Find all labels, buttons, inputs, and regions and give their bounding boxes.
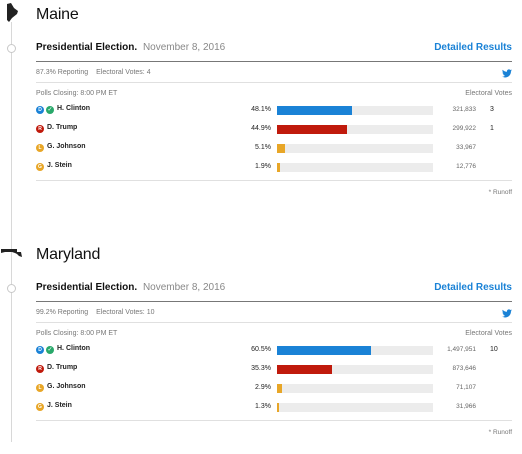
- divider: [36, 322, 512, 323]
- candidate-row: D ✓ H. Clinton 48.1% 321,833 3: [36, 104, 512, 118]
- party-badge-icon: D: [36, 106, 44, 114]
- election-header: Presidential Election. November 8, 2016: [36, 282, 225, 293]
- candidate-name: H. Clinton: [57, 345, 91, 352]
- timeline-dot: [7, 284, 16, 293]
- candidate-row: G J. Stein 1.9% 12,776: [36, 161, 512, 175]
- election-date: November 8, 2016: [142, 282, 226, 293]
- vote-percent: 1.3%: [255, 403, 271, 410]
- candidate-name: D. Trump: [47, 124, 78, 131]
- vote-bar-fill: [277, 384, 282, 393]
- vote-count: 71,107: [456, 384, 476, 391]
- divider: [36, 420, 512, 421]
- candidate-row: L G. Johnson 5.1% 33,967: [36, 142, 512, 156]
- candidate-name: H. Clinton: [57, 105, 91, 112]
- party-badge-icon: G: [36, 163, 44, 171]
- candidate-name: J. Stein: [47, 162, 72, 169]
- vote-percent: 48.1%: [251, 106, 271, 113]
- vote-bar-track: [277, 106, 433, 115]
- vote-bar-fill: [277, 144, 285, 153]
- polls-closing: Polls Closing: 8:00 PM ET: [36, 330, 118, 337]
- winner-check-icon: ✓: [46, 106, 54, 114]
- vote-count: 873,646: [452, 365, 477, 372]
- electoral-votes-total: Electoral Votes: 10: [96, 309, 155, 316]
- vote-percent: 5.1%: [255, 144, 271, 151]
- vote-bar-track: [277, 163, 433, 172]
- candidate-name: J. Stein: [47, 402, 72, 409]
- divider: [36, 301, 512, 302]
- party-badge-icon: R: [36, 365, 44, 373]
- vote-bar-fill: [277, 346, 372, 355]
- vote-bar-track: [277, 346, 433, 355]
- electoral-votes-header: Electoral Votes: [465, 330, 512, 337]
- candidate-row: R D. Trump 35.3% 873,646: [36, 363, 512, 377]
- vote-bar-track: [277, 403, 433, 412]
- detailed-results-link[interactable]: Detailed Results: [434, 282, 512, 293]
- twitter-icon[interactable]: [502, 69, 512, 78]
- vote-count: 299,922: [452, 125, 477, 132]
- vote-bar-track: [277, 125, 433, 134]
- vote-bar-fill: [277, 365, 333, 374]
- vote-percent: 2.9%: [255, 384, 271, 391]
- divider: [36, 180, 512, 181]
- electoral-votes-won: 10: [490, 346, 498, 353]
- candidate-row: G J. Stein 1.3% 31,966: [36, 401, 512, 415]
- vote-bar-track: [277, 144, 433, 153]
- electoral-votes-total: Electoral Votes: 4: [96, 69, 151, 76]
- reporting-info: 87.3% Reporting Electoral Votes: 4: [36, 69, 151, 76]
- detailed-results-link[interactable]: Detailed Results: [434, 42, 512, 53]
- maine-map-icon: [7, 3, 18, 22]
- electoral-votes-won: 1: [490, 125, 494, 132]
- timeline-dot: [7, 44, 16, 53]
- divider: [36, 61, 512, 62]
- vote-count: 1,497,951: [447, 346, 476, 353]
- candidate-name: G. Johnson: [47, 143, 86, 150]
- divider: [36, 82, 512, 83]
- maryland-map-icon: [1, 249, 22, 257]
- vote-percent: 1.9%: [255, 163, 271, 170]
- candidate-row: D ✓ H. Clinton 60.5% 1,497,951 10: [36, 344, 512, 358]
- vote-percent: 35.3%: [251, 365, 271, 372]
- candidate-row: R D. Trump 44.9% 299,922 1: [36, 123, 512, 137]
- party-badge-icon: D: [36, 346, 44, 354]
- vote-bar-fill: [277, 403, 280, 412]
- twitter-icon[interactable]: [502, 309, 512, 318]
- election-header: Presidential Election. November 8, 2016: [36, 42, 225, 53]
- candidate-row: L G. Johnson 2.9% 71,107: [36, 382, 512, 396]
- election-title: Presidential Election.: [36, 42, 138, 53]
- vote-bar-track: [277, 365, 433, 374]
- reporting-info: 99.2% Reporting Electoral Votes: 10: [36, 309, 154, 316]
- vote-bar-fill: [277, 106, 353, 115]
- state-name: Maine: [36, 6, 79, 23]
- state-name: Maryland: [36, 246, 101, 263]
- runoff-note: * Runoff: [488, 429, 512, 436]
- party-badge-icon: G: [36, 403, 44, 411]
- party-badge-icon: L: [36, 384, 44, 392]
- timeline-line: [11, 22, 12, 442]
- vote-count: 12,776: [456, 163, 476, 170]
- vote-percent: 60.5%: [251, 346, 271, 353]
- polls-closing: Polls Closing: 8:00 PM ET: [36, 90, 118, 97]
- vote-bar-fill: [277, 125, 348, 134]
- electoral-votes-won: 3: [490, 106, 494, 113]
- vote-percent: 44.9%: [251, 125, 271, 132]
- candidate-name: D. Trump: [47, 364, 78, 371]
- runoff-note: * Runoff: [488, 189, 512, 196]
- vote-bar-fill: [277, 163, 280, 172]
- party-badge-icon: L: [36, 144, 44, 152]
- party-badge-icon: R: [36, 125, 44, 133]
- reporting-percent: 87.3% Reporting: [36, 69, 89, 76]
- candidate-name: G. Johnson: [47, 383, 86, 390]
- winner-check-icon: ✓: [46, 346, 54, 354]
- reporting-percent: 99.2% Reporting: [36, 309, 89, 316]
- vote-count: 33,967: [456, 144, 476, 151]
- vote-count: 31,966: [456, 403, 476, 410]
- electoral-votes-header: Electoral Votes: [465, 90, 512, 97]
- election-date: November 8, 2016: [142, 42, 226, 53]
- vote-count: 321,833: [452, 106, 477, 113]
- election-title: Presidential Election.: [36, 282, 138, 293]
- vote-bar-track: [277, 384, 433, 393]
